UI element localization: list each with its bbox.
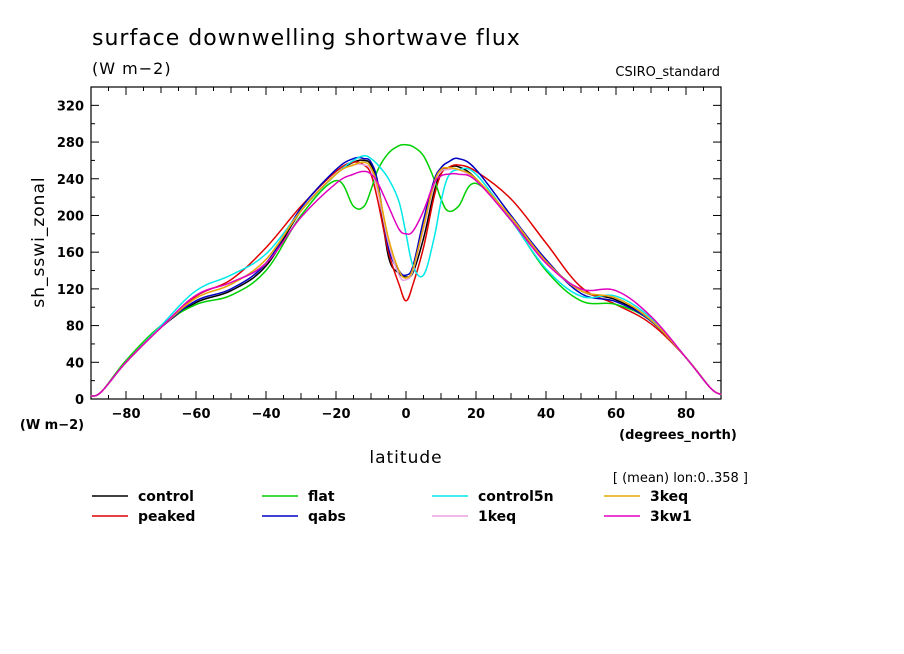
x-tick-label: −40 (252, 407, 281, 422)
y-tick-label: 320 (57, 99, 84, 114)
x-tick-label: −20 (322, 407, 351, 422)
legend-label-peaked: peaked (138, 509, 195, 525)
x-tick-label: 0 (401, 407, 410, 422)
chart-units: (W m−2) (92, 59, 172, 78)
legend-label-qabs: qabs (308, 509, 346, 525)
legend-label-3keq: 3keq (650, 489, 688, 505)
chart-title: surface downwelling shortwave flux (92, 26, 521, 51)
plot-frame (90, 86, 722, 400)
legend-label-control: control (138, 489, 194, 505)
y-tick-label: 160 (57, 246, 84, 261)
x-units: (degrees_north) (619, 428, 737, 443)
x-tick-label: 60 (607, 407, 625, 422)
subset-note: [ (mean) lon:0..358 ] (613, 471, 748, 486)
series-line-qabs (90, 156, 722, 397)
y-tick-label: 40 (66, 356, 84, 371)
x-axis-title: latitude (369, 448, 442, 468)
x-tick-label: 80 (677, 407, 695, 422)
y-units: (W m−2) (20, 418, 84, 433)
legend-label-control5n: control5n (478, 489, 554, 505)
y-axis-title: sh_sswi_zonal (29, 176, 49, 307)
y-tick-label: 120 (57, 283, 84, 298)
y-tick-label: 280 (57, 136, 84, 151)
series-line-3kw1 (90, 170, 722, 397)
x-tick-label: −80 (112, 407, 141, 422)
model-label: CSIRO_standard (615, 65, 720, 80)
legend-label-1keq: 1keq (478, 509, 516, 525)
series-line-peaked (90, 161, 722, 397)
y-tick-label: 240 (57, 173, 84, 188)
y-tick-label: 80 (66, 320, 84, 335)
x-tick-label: −60 (182, 407, 211, 422)
legend-label-3kw1: 3kw1 (650, 509, 692, 525)
legend: control peaked flat qabs control5n 1keq 3keq 3k… (92, 489, 692, 525)
y-tick-label: 0 (75, 393, 84, 408)
y-tick-label: 200 (57, 209, 84, 224)
x-tick-label: 40 (537, 407, 555, 422)
legend-label-flat: flat (308, 489, 335, 505)
series-line-flat (90, 143, 722, 397)
series-line-3keq (90, 161, 722, 397)
axes: −80 −60 −40 −20 0 20 40 60 80 0 40 80 120 160 200 240 28… (57, 86, 722, 422)
plot-area (90, 143, 722, 397)
series-line-1keq (90, 163, 722, 397)
x-tick-label: 20 (467, 407, 485, 422)
series-line-control5n (90, 155, 722, 397)
